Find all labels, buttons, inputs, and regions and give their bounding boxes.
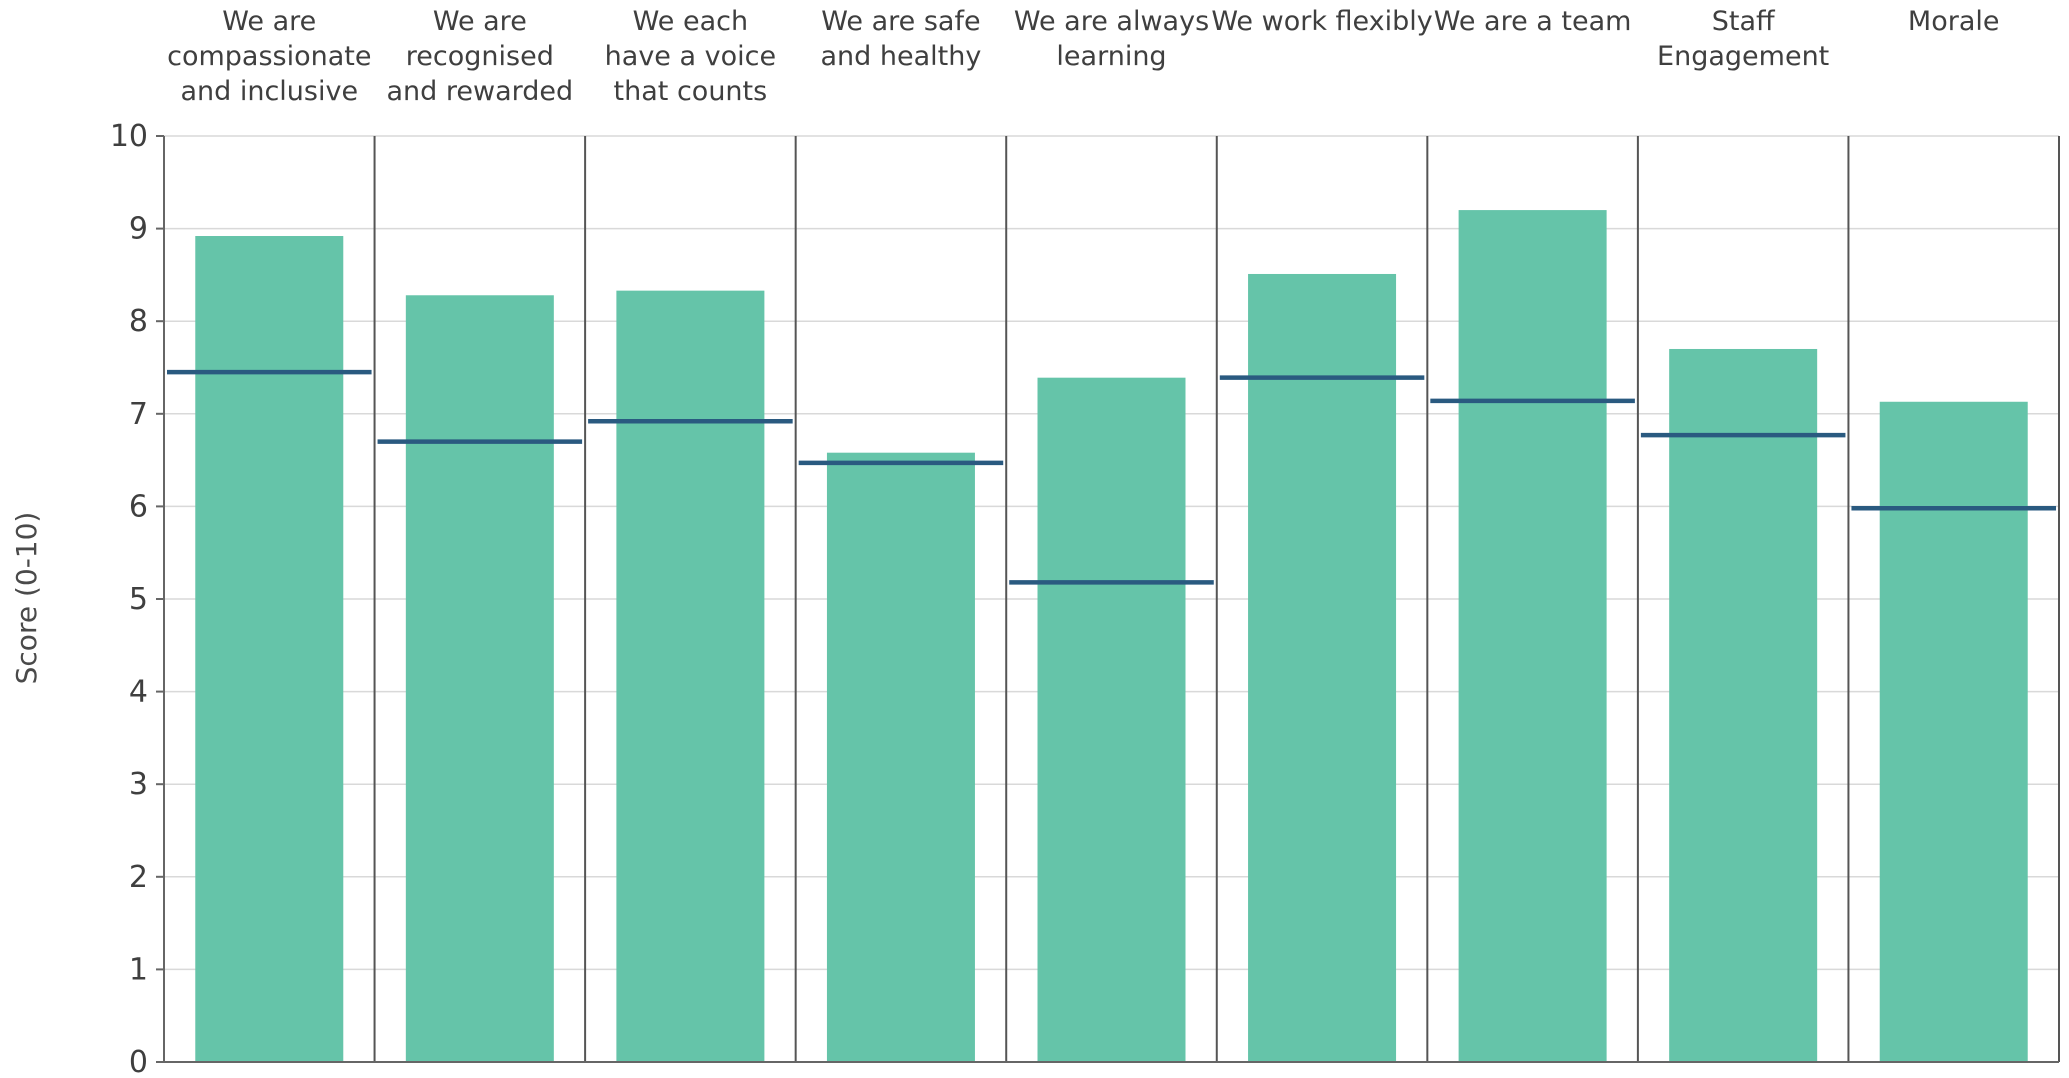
category-label: We are safe and healthy: [821, 6, 982, 72]
category-label-line: and inclusive: [180, 76, 358, 107]
category-label-line: Morale: [1908, 6, 2000, 37]
category-label: We each have a voice that counts: [605, 6, 776, 107]
bar: [405, 295, 554, 1063]
category-labels: We are compassionate and inclusive We are re…: [167, 6, 1999, 107]
category-label-line: Engagement: [1657, 41, 1829, 72]
category-label: We are recognised and rewarded: [387, 6, 574, 107]
bar: [1037, 377, 1186, 1062]
y-axis: 0 1 2 3 4 5 6 7 8 9 10: [110, 119, 2059, 1078]
category-label-line: compassionate: [167, 41, 371, 72]
category-label: Morale: [1908, 6, 2000, 37]
bar: [616, 290, 765, 1063]
category-separators: [373, 136, 2060, 1062]
category-label: We are compassionate and inclusive: [167, 6, 371, 107]
category-label: We are always learning: [1014, 6, 1209, 72]
category-label-line: We are safe: [821, 6, 980, 37]
y-tick-label: 2: [129, 860, 148, 895]
category-label-line: and rewarded: [387, 76, 574, 107]
y-tick-label: 4: [129, 675, 148, 710]
comparison-markers: [167, 369, 2056, 585]
category-label-line: We are a team: [1434, 6, 1632, 37]
y-tick-label: 9: [129, 212, 148, 247]
y-axis-title: Score (0-10): [10, 512, 43, 685]
category-label-line: Staff: [1712, 6, 1776, 37]
y-tick-label: 6: [129, 489, 148, 524]
category-label-line: We are always: [1014, 6, 1209, 37]
category-label: We are a team: [1434, 6, 1632, 37]
y-tick-label: 3: [129, 767, 148, 802]
bar: [1458, 210, 1607, 1062]
bar: [1879, 401, 2028, 1063]
y-tick-label: 1: [129, 952, 148, 987]
category-label-line: and healthy: [821, 41, 982, 72]
category-label-line: We work flexibly: [1211, 6, 1432, 37]
category-label: Staff Engagement: [1657, 6, 1829, 72]
y-tick-label: 0: [129, 1045, 148, 1078]
bar: [826, 452, 975, 1062]
bar: [1669, 348, 1818, 1063]
category-label-line: have a voice: [605, 41, 776, 72]
y-tick-label: 8: [129, 304, 148, 339]
category-label-line: We are: [433, 6, 527, 37]
bar: [1248, 273, 1397, 1062]
category-label-line: We each: [633, 6, 748, 37]
category-label-line: recognised: [406, 41, 554, 72]
category-label-line: learning: [1056, 41, 1166, 72]
category-label-line: that counts: [614, 76, 768, 107]
y-tick-label: 5: [129, 582, 148, 617]
bar: [195, 236, 344, 1062]
y-tick-label: 10: [110, 119, 148, 154]
category-label: We work flexibly: [1211, 6, 1432, 37]
y-tick-label: 7: [129, 397, 148, 432]
bars: [195, 210, 2028, 1063]
category-label-line: We are: [222, 6, 316, 37]
